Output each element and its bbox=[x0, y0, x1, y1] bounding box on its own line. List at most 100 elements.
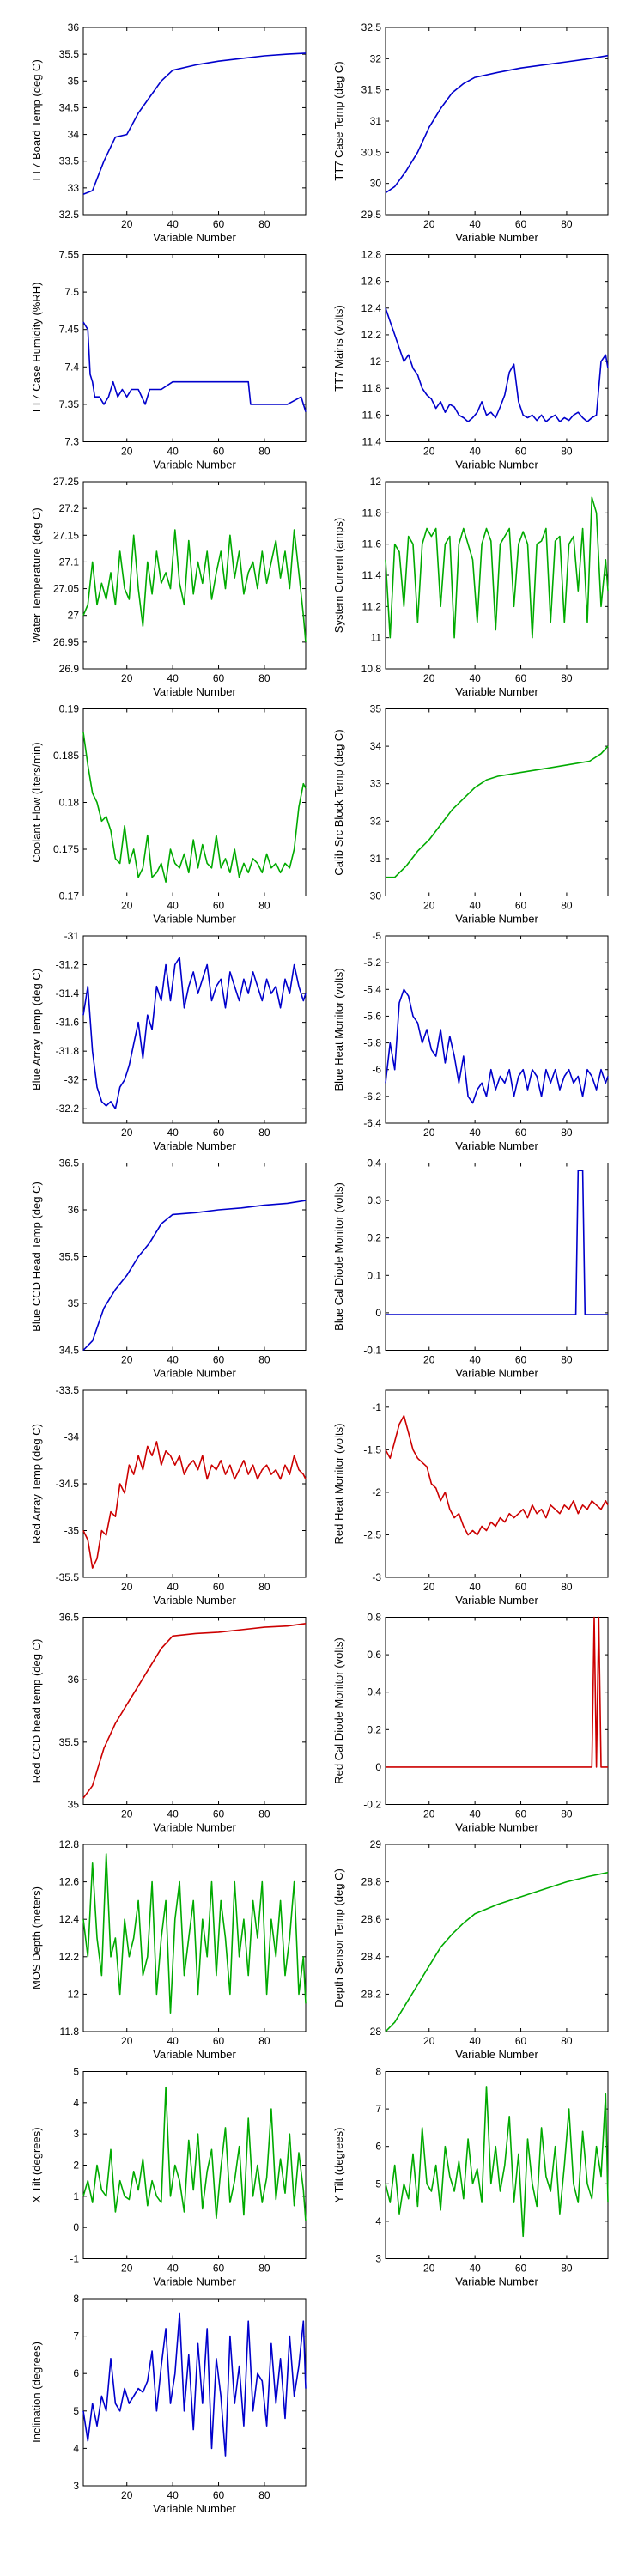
plot-frame bbox=[82, 27, 307, 216]
series-line bbox=[82, 321, 307, 412]
y-tick-label: 34 bbox=[68, 129, 80, 141]
x-tick-label: 60 bbox=[213, 218, 225, 230]
x-tick-label: 60 bbox=[515, 1808, 527, 1820]
x-axis-label: Variable Number bbox=[455, 1594, 538, 1607]
y-tick-label: -5.4 bbox=[363, 983, 381, 995]
chart-panel: 28 28.2 28.4 28.6 28.8 29 20 40 60 80 Variable Num… bbox=[332, 1838, 609, 2061]
plot-frame bbox=[385, 708, 609, 896]
series-line bbox=[82, 2086, 307, 2221]
y-tick-label: 12.4 bbox=[59, 1913, 80, 1925]
x-tick-label: 40 bbox=[167, 446, 179, 458]
x-tick-label: 20 bbox=[423, 2263, 435, 2275]
y-tick-label: 7.3 bbox=[64, 436, 79, 448]
x-tick-label: 80 bbox=[561, 900, 573, 912]
series-line bbox=[82, 957, 307, 1109]
chart-panel: -32.2 -32 -31.8 -31.6 -31.4 -31.2 -31 20 40 60 80 V… bbox=[30, 930, 307, 1152]
y-tick-label: 30.5 bbox=[361, 146, 382, 158]
y-tick-label: 6 bbox=[375, 2141, 381, 2153]
series-line bbox=[385, 1871, 609, 2032]
plot-frame bbox=[385, 935, 609, 1124]
x-tick-label: 40 bbox=[167, 2035, 179, 2047]
x-tick-label: 60 bbox=[515, 218, 527, 230]
x-tick-label: 40 bbox=[167, 2263, 179, 2275]
y-tick-label: 0 bbox=[73, 2221, 79, 2233]
y-tick-label: 28.2 bbox=[361, 1988, 382, 2000]
x-tick-label: 80 bbox=[561, 446, 573, 458]
x-tick-label: 20 bbox=[121, 1354, 133, 1366]
y-tick-label: -5.8 bbox=[363, 1037, 381, 1049]
y-tick-label: 29 bbox=[370, 1838, 382, 1850]
x-tick-label: 80 bbox=[561, 2263, 573, 2275]
y-tick-label: -33.5 bbox=[56, 1384, 80, 1396]
y-tick-label: 0 bbox=[375, 1761, 381, 1773]
plot-frame bbox=[385, 27, 609, 216]
y-tick-label: 34.5 bbox=[59, 1345, 80, 1357]
x-tick-label: 60 bbox=[213, 672, 225, 684]
x-tick-label: 80 bbox=[258, 2035, 270, 2047]
y-tick-label: 12 bbox=[68, 1988, 80, 2000]
y-tick-label: 7.55 bbox=[59, 249, 80, 261]
y-axis-label: TT7 Case Humidity (%RH) bbox=[30, 283, 43, 415]
x-tick-label: 60 bbox=[515, 446, 527, 458]
x-axis-label: Variable Number bbox=[455, 2048, 538, 2061]
y-tick-label: 1 bbox=[73, 2190, 79, 2202]
x-tick-label: 20 bbox=[121, 2263, 133, 2275]
y-tick-label: 11.4 bbox=[362, 436, 382, 448]
y-axis-label: Red Cal Diode Monitor (volts) bbox=[332, 1637, 345, 1784]
x-tick-label: 60 bbox=[515, 672, 527, 684]
y-tick-label: 7.45 bbox=[59, 324, 80, 336]
y-tick-label: 36.5 bbox=[59, 1157, 80, 1170]
series-line bbox=[386, 745, 609, 878]
y-tick-label: 12.8 bbox=[361, 249, 382, 261]
series-line bbox=[385, 307, 609, 422]
y-tick-label: 26.95 bbox=[53, 636, 79, 648]
series-line bbox=[385, 1414, 609, 1536]
y-axis-label: TT7 Board Temp (deg C) bbox=[30, 59, 43, 183]
chart-panel: 29.5 30 30.5 31 31.5 32 32.5 20 40 60 80 Variable N… bbox=[332, 21, 609, 244]
y-tick-label: 36 bbox=[68, 21, 80, 33]
chart-panel: -3 -2.5 -2 -1.5 -1 20 40 60 80 Variable Number Red… bbox=[332, 1389, 609, 1607]
y-tick-label: 12.6 bbox=[361, 276, 382, 288]
y-tick-label: 27.25 bbox=[53, 476, 79, 488]
plot-frame bbox=[385, 1617, 609, 1805]
y-tick-label: 5 bbox=[73, 2405, 79, 2417]
chart-panel: -6.4 -6.2 -6 -5.8 -5.6 -5.4 -5.2 -5 20 40 60 80 Vari… bbox=[332, 930, 609, 1152]
x-tick-label: 40 bbox=[469, 446, 481, 458]
y-tick-label: -6.4 bbox=[363, 1117, 381, 1129]
y-tick-label: 28.8 bbox=[361, 1876, 382, 1888]
plot-frame bbox=[385, 2071, 609, 2259]
x-tick-label: 80 bbox=[258, 2489, 270, 2501]
y-tick-label: 34 bbox=[370, 740, 382, 752]
x-tick-label: 40 bbox=[469, 1354, 481, 1366]
y-tick-label: 12.6 bbox=[59, 1876, 80, 1888]
series-line bbox=[82, 529, 307, 642]
x-tick-label: 40 bbox=[469, 218, 481, 230]
y-tick-label: 33.5 bbox=[59, 155, 80, 167]
x-axis-label: Variable Number bbox=[455, 1821, 538, 1834]
y-tick-label: -31.4 bbox=[56, 987, 80, 999]
x-tick-label: 20 bbox=[423, 218, 435, 230]
x-tick-label: 40 bbox=[167, 1127, 179, 1139]
y-axis-label: Calib Src Block Temp (deg C) bbox=[332, 729, 345, 875]
y-tick-label: 35.5 bbox=[59, 1251, 80, 1263]
y-tick-label: 26.9 bbox=[59, 663, 80, 675]
chart-panel: 3 4 5 6 7 8 20 40 60 80 Variable Number Y Tilt (deg… bbox=[332, 2066, 609, 2288]
y-tick-label: 30 bbox=[370, 178, 382, 190]
y-axis-label: Blue CCD Head Temp (deg C) bbox=[30, 1182, 43, 1332]
x-axis-label: Variable Number bbox=[153, 231, 236, 244]
x-tick-label: 80 bbox=[258, 1354, 270, 1366]
x-tick-label: 60 bbox=[213, 446, 225, 458]
plot-frame bbox=[385, 254, 609, 442]
y-axis-label: Blue Array Temp (deg C) bbox=[30, 969, 43, 1091]
x-axis-label: Variable Number bbox=[455, 1367, 538, 1380]
y-tick-label: 11.8 bbox=[60, 2026, 80, 2038]
y-tick-label: 5 bbox=[73, 2066, 79, 2078]
x-tick-label: 60 bbox=[213, 1127, 225, 1139]
y-tick-label: 34.5 bbox=[59, 101, 80, 113]
x-tick-label: 60 bbox=[515, 900, 527, 912]
series-line bbox=[385, 54, 609, 194]
series-line bbox=[82, 1853, 307, 2014]
y-tick-label: 12 bbox=[370, 355, 382, 368]
chart-panel: 3 4 5 6 7 8 20 40 60 80 Variable Number Inclination… bbox=[30, 2293, 307, 2515]
x-tick-label: 40 bbox=[167, 900, 179, 912]
